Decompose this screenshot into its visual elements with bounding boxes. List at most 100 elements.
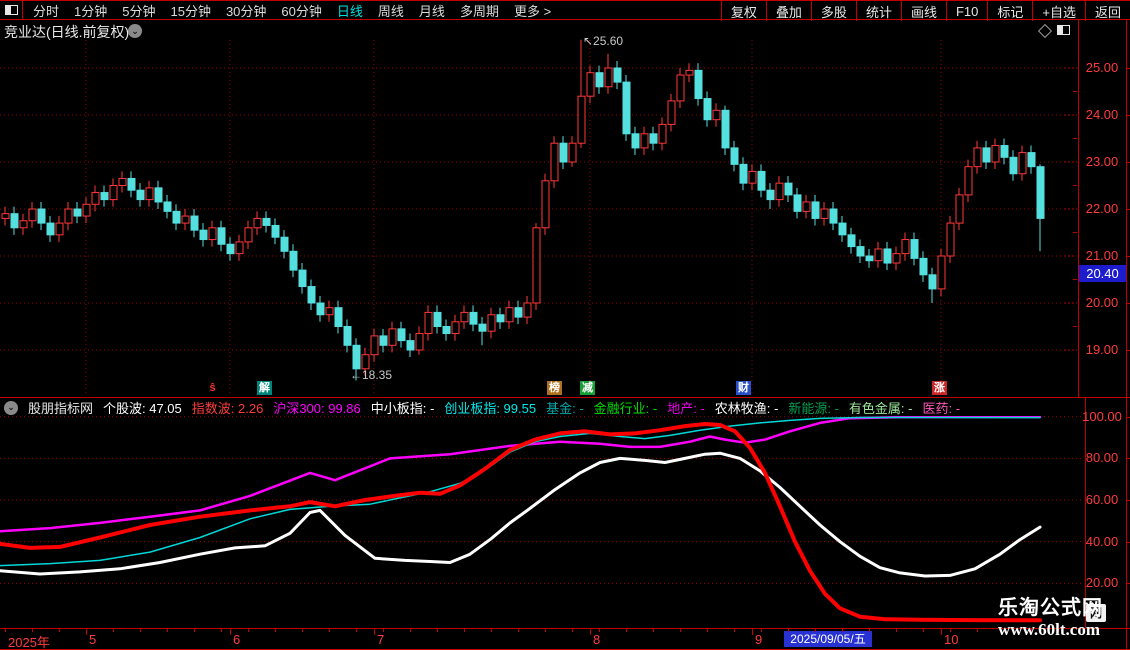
axis-tick (1126, 500, 1130, 502)
toolbar-button[interactable]: 画线 (900, 1, 946, 21)
legend-item: 沪深300: 99.86 (273, 401, 361, 416)
toolbar-button[interactable]: 复权 (720, 1, 766, 21)
split-layout-icon[interactable] (1057, 25, 1070, 35)
toolbar-button[interactable]: 标记 (987, 1, 1032, 21)
legend-item: 有色金属: - (848, 401, 913, 416)
minor-tick (410, 629, 411, 632)
minor-tick (167, 629, 168, 632)
minor-tick (302, 629, 303, 632)
price-axis-label: 24.00 (1085, 107, 1119, 122)
minor-tick (113, 629, 114, 632)
layout-toggle-button[interactable] (0, 1, 23, 19)
minor-tick (194, 629, 195, 632)
title-dropdown-icon[interactable]: ⌄ (128, 24, 142, 38)
month-label: 10 (944, 632, 959, 647)
minor-tick (464, 629, 465, 632)
month-tick (86, 629, 87, 635)
candlestick-chart[interactable] (0, 20, 1078, 397)
toolbar-button[interactable]: +自选 (1032, 1, 1085, 21)
minor-tick (329, 629, 330, 632)
axis-tick (1126, 256, 1130, 257)
minor-tick (896, 629, 897, 632)
legend-item: 个股波: 47.05 (103, 401, 182, 416)
event-marker[interactable]: 榜 (547, 381, 562, 395)
indicator-line (0, 451, 1042, 578)
minor-tick (869, 629, 870, 632)
minor-tick (356, 629, 357, 632)
period-toolbar: 分时 1分钟 5分钟 15分钟 30分钟 60分钟 日线 周线 月线 多周期 更多 > 复权 叠加 多股… (0, 0, 1130, 21)
indicator-axis-label: 20.00 (1085, 575, 1119, 591)
legend-item: 创业板指: 99.55 (444, 401, 537, 416)
minor-tick (977, 629, 978, 632)
minor-tick (1031, 629, 1032, 632)
price-annotation: ←18.35 (350, 368, 393, 382)
period-tab[interactable]: 1分钟 (74, 3, 108, 19)
month-tick (941, 629, 942, 635)
period-tab[interactable]: 30分钟 (225, 3, 267, 19)
toolbar-button[interactable]: 统计 (855, 1, 901, 21)
period-tab[interactable]: 多周期 (459, 3, 499, 19)
split-layout-icon (4, 5, 18, 15)
indicator-axis-label: 100.00 (1082, 408, 1122, 424)
period-tab[interactable]: 5分钟 (122, 3, 156, 19)
period-tab[interactable]: 周线 (377, 3, 404, 19)
minor-tick (815, 629, 816, 632)
minor-tick (221, 629, 222, 632)
event-marker[interactable]: 减 (580, 381, 595, 395)
minor-tick (680, 629, 681, 632)
minor-tick (842, 629, 843, 632)
toolbar-button[interactable]: 多股 (810, 1, 856, 21)
minor-tick (437, 629, 438, 632)
panel-collapse-icon[interactable]: ⌄ (4, 400, 18, 415)
month-label: 8 (593, 632, 601, 647)
indicator-source: 股朋指标网 (28, 401, 94, 416)
price-axis-label: 20.00 (1085, 295, 1119, 310)
indicator-chart[interactable] (0, 416, 1085, 628)
period-tab[interactable]: 15分钟 (170, 3, 211, 19)
period-tab[interactable]: 60分钟 (281, 3, 322, 19)
axis-tick (1126, 583, 1130, 585)
watermark-site-name: 乐淘公式网 (998, 597, 1103, 619)
month-label: 6 (233, 632, 241, 647)
panel-axis-border (1085, 398, 1086, 628)
price-axis-label: 23.00 (1085, 154, 1119, 169)
minor-tick (383, 629, 384, 632)
candles (1, 39, 1045, 381)
period-tab[interactable]: 更多 > (513, 3, 552, 19)
title-row: 竞业达(日线.前复权) ⌄ (0, 20, 1130, 40)
event-marker[interactable]: ŝ (209, 382, 216, 394)
axis-tick (1126, 303, 1130, 304)
period-tab[interactable]: 月线 (418, 3, 445, 19)
right-border (1126, 20, 1127, 649)
axis-border (1078, 20, 1079, 397)
site-logo-icon: 网 (1086, 604, 1106, 622)
indicator-axis-label: 40.00 (1085, 533, 1119, 549)
axis-tick (1126, 115, 1130, 116)
month-label: 9 (755, 632, 763, 647)
event-marker[interactable]: 解 (257, 381, 272, 395)
year-label: 2025年 (8, 635, 50, 650)
legend-item: 指数波: 2.26 (191, 401, 264, 416)
month-tick (752, 629, 753, 635)
toolbar-button[interactable]: 叠加 (765, 1, 811, 21)
month-tick (374, 629, 375, 635)
date-tag: 2025/09/05/五 (784, 631, 872, 647)
event-marker[interactable]: 财 (736, 381, 751, 395)
period-tab[interactable]: 分时 (33, 3, 60, 19)
time-axis[interactable]: 2025年 2025/09/05/五 5 6 7 8 9 10 (0, 628, 1130, 650)
legend-item: 基金: - (546, 401, 584, 416)
indicator-line (0, 416, 1041, 567)
minor-tick (923, 629, 924, 632)
month-label: 5 (89, 632, 97, 647)
event-marker[interactable]: 涨 (932, 381, 947, 395)
axis-tick (1126, 541, 1130, 543)
legend-item: 新能源: - (788, 401, 839, 416)
indicator-line (0, 416, 1042, 533)
toolbar-button[interactable]: 返回 (1084, 1, 1130, 21)
minor-tick (950, 629, 951, 632)
axis-tick (1126, 458, 1130, 460)
period-tab[interactable]: 日线 (336, 3, 363, 19)
minor-tick (653, 629, 654, 632)
watermark-url: www.60lt.com (998, 620, 1100, 639)
toolbar-button[interactable]: F10 (945, 1, 987, 21)
